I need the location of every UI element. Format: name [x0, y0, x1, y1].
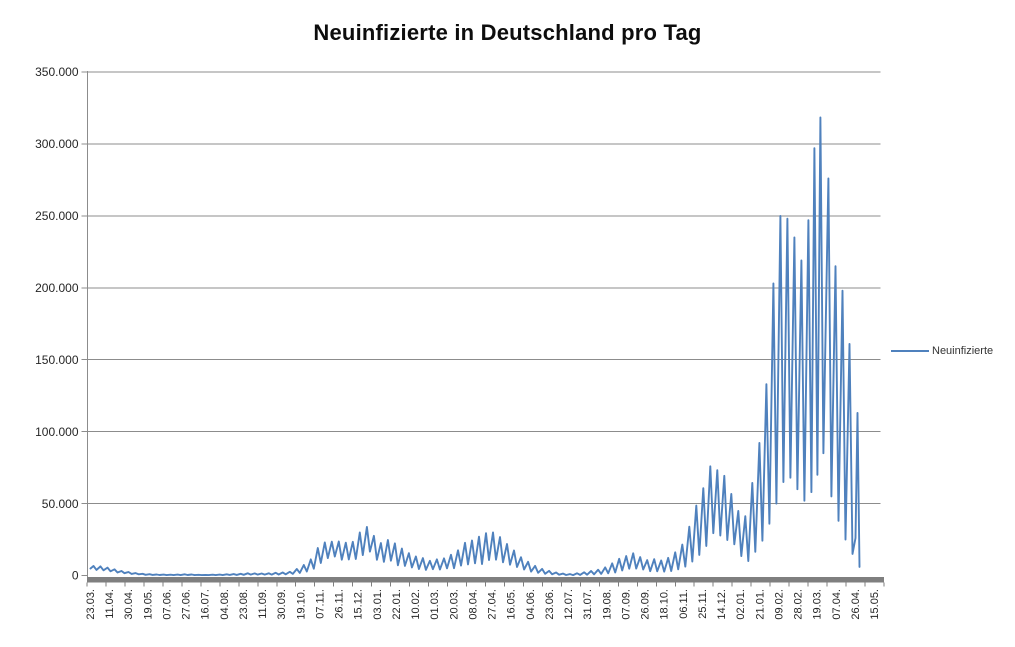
- y-axis-label: 350.000: [35, 65, 79, 79]
- y-axis-label: 200.000: [35, 281, 79, 295]
- x-axis-label: 28.02.: [793, 589, 805, 620]
- legend: Neuinfizierte: [891, 345, 993, 357]
- x-axis-label: 07.04.: [831, 589, 843, 620]
- x-axis-label: 11.04.: [104, 589, 116, 619]
- x-axis-label: 04.06.: [525, 589, 537, 620]
- x-axis-label: 27.04.: [487, 589, 499, 620]
- x-axis-label: 01.03.: [429, 589, 441, 620]
- x-axis-label: 06.11.: [678, 589, 690, 619]
- x-axis-label: 23.08.: [238, 589, 250, 620]
- x-axis-label: 23.06.: [544, 589, 556, 620]
- x-axis-label: 07.11.: [314, 589, 326, 619]
- x-axis-label: 02.01.: [735, 589, 747, 620]
- x-axis-label: 15.05.: [869, 589, 881, 620]
- x-axis-label: 08.04.: [467, 589, 479, 620]
- x-axis-label: 26.09.: [640, 589, 652, 620]
- x-axis-label: 22.01.: [391, 589, 403, 620]
- x-axis-label: 19.08.: [601, 589, 613, 620]
- series-line-neuinfizierte: [89, 116, 861, 577]
- x-axis-label: 07.06.: [161, 589, 173, 620]
- y-axis-label: 100.000: [35, 425, 79, 439]
- x-axis-label: 26.04.: [850, 589, 862, 620]
- x-axis-label: 23.03.: [85, 589, 97, 620]
- y-axis-label: 0: [72, 569, 79, 583]
- x-axis-label: 30.04.: [123, 589, 135, 620]
- x-axis-label: 21.01.: [754, 589, 766, 620]
- x-axis-label: 15.12.: [353, 589, 365, 620]
- x-axis-bar: [87, 577, 884, 583]
- x-axis-label: 31.07.: [582, 589, 594, 620]
- chart-title: Neuinfizierte in Deutschland pro Tag: [313, 20, 702, 45]
- legend-label: Neuinfizierte: [932, 345, 994, 357]
- x-axis-label: 26.11.: [334, 589, 346, 619]
- x-axis-label: 16.07.: [200, 589, 212, 620]
- x-axis-label: 20.03.: [448, 589, 460, 620]
- x-axis-label: 25.11.: [697, 589, 709, 619]
- x-axis-label: 30.09.: [276, 589, 288, 620]
- x-axis-label: 04.08.: [219, 589, 231, 620]
- x-axis-label: 18.10.: [659, 589, 671, 620]
- x-axis-label: 19.10.: [295, 589, 307, 620]
- x-axis-label: 27.06.: [181, 589, 193, 620]
- y-axis-label: 300.000: [35, 137, 79, 151]
- x-axis-label: 14.12.: [716, 589, 728, 620]
- y-axis-label: 50.000: [42, 497, 79, 511]
- x-axis-label: 09.02.: [773, 589, 785, 620]
- legend-line-swatch: [891, 350, 929, 352]
- x-axis-label: 16.05.: [506, 589, 518, 620]
- x-axis-label: 07.09.: [620, 589, 632, 620]
- y-axis-label: 150.000: [35, 353, 79, 367]
- x-axis-label: 19.03.: [812, 589, 824, 620]
- x-axis-label: 19.05.: [142, 589, 154, 620]
- x-axis-label: 11.09.: [257, 589, 269, 619]
- y-axis-label: 250.000: [35, 209, 79, 223]
- x-axis-label: 10.02.: [410, 589, 422, 620]
- x-axis-label: 03.01.: [372, 589, 384, 620]
- x-axis-label: 12.07.: [563, 589, 575, 620]
